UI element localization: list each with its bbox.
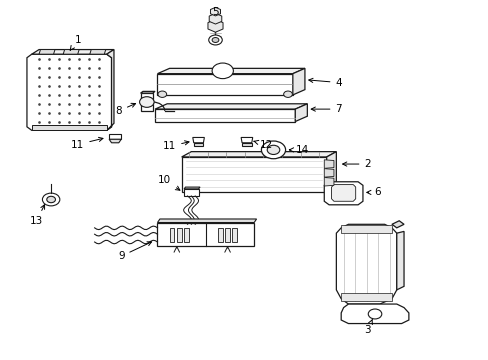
Polygon shape [396,231,403,290]
Polygon shape [155,109,295,122]
Text: 2: 2 [342,159,370,169]
Bar [169,228,174,242]
Polygon shape [63,50,79,54]
Polygon shape [183,189,198,196]
Polygon shape [193,143,203,146]
Polygon shape [39,50,55,54]
Polygon shape [27,54,111,130]
Polygon shape [331,185,355,201]
Text: 1: 1 [70,35,81,50]
Circle shape [158,91,166,98]
Text: 7: 7 [310,104,342,114]
Polygon shape [242,143,251,146]
Polygon shape [324,182,362,205]
Bar [218,228,223,242]
Polygon shape [183,187,200,189]
Circle shape [283,91,292,98]
Bar [183,228,188,242]
Polygon shape [181,152,336,157]
Polygon shape [90,50,105,54]
Circle shape [212,37,219,42]
Bar [224,228,229,242]
Polygon shape [324,177,333,186]
Polygon shape [109,139,121,143]
Bar [177,228,181,242]
Polygon shape [106,50,114,130]
Text: 6: 6 [366,188,380,197]
Polygon shape [326,152,336,192]
Polygon shape [157,68,305,74]
Circle shape [266,145,279,154]
Polygon shape [241,138,252,143]
Polygon shape [209,13,222,24]
Text: 4: 4 [308,77,342,87]
Circle shape [42,193,60,206]
Polygon shape [207,19,223,32]
Text: 8: 8 [115,103,135,116]
Polygon shape [341,304,408,324]
Circle shape [208,35,222,45]
Polygon shape [157,74,292,95]
Polygon shape [324,168,333,177]
Circle shape [212,63,233,78]
Text: 11: 11 [71,138,103,149]
Polygon shape [140,91,155,93]
Text: 10: 10 [158,175,180,190]
Polygon shape [32,50,114,54]
Polygon shape [192,138,204,143]
Polygon shape [391,221,403,228]
Polygon shape [292,68,305,95]
Bar [232,228,237,242]
Polygon shape [140,93,152,111]
Polygon shape [157,219,256,222]
Polygon shape [181,157,326,192]
Circle shape [261,141,285,159]
Text: 9: 9 [118,242,151,261]
Circle shape [139,97,154,107]
Polygon shape [336,224,396,304]
Polygon shape [109,134,121,139]
Circle shape [47,196,55,203]
Circle shape [367,309,381,319]
Text: 12: 12 [253,140,272,149]
Polygon shape [295,104,307,122]
Text: 13: 13 [30,205,44,226]
Text: 5: 5 [212,6,218,17]
Text: 14: 14 [289,145,308,155]
Polygon shape [157,222,254,246]
Polygon shape [210,8,220,16]
Bar [341,225,391,233]
Text: 11: 11 [163,141,189,151]
Polygon shape [32,125,106,130]
Bar [341,293,391,301]
Polygon shape [324,160,333,168]
Text: 3: 3 [364,319,372,334]
Polygon shape [155,104,307,109]
